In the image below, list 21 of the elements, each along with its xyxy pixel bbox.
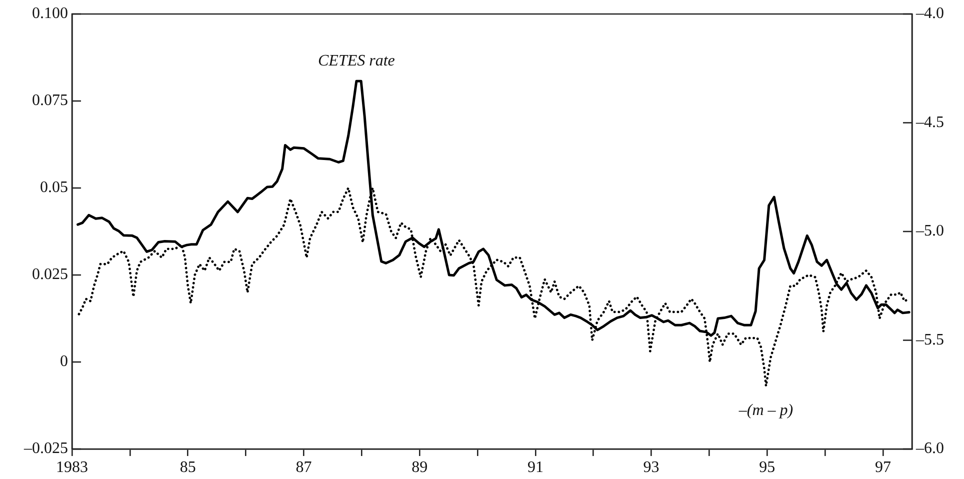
y2-tick-label: –6.0 xyxy=(915,440,944,458)
x-tick-label: 91 xyxy=(527,458,544,476)
y2-tick-label: –4.0 xyxy=(915,5,944,22)
y2-tick-label: –5.0 xyxy=(915,222,944,240)
x-tick-label: 97 xyxy=(875,458,892,476)
x-tick-label: 87 xyxy=(296,458,312,476)
y2-tick-label: –4.5 xyxy=(915,114,944,131)
y-tick-label: 0.05 xyxy=(40,179,68,196)
series-label: CETES rate xyxy=(318,52,395,70)
x-tick-label: 89 xyxy=(412,458,428,476)
x-tick-label: 95 xyxy=(759,458,776,476)
y-tick-label: 0.025 xyxy=(32,266,68,284)
x-tick-label: 93 xyxy=(643,458,660,476)
y-tick-label: 0.100 xyxy=(32,5,68,22)
y-tick-label: –0.025 xyxy=(23,440,68,458)
y-tick-label: 0.075 xyxy=(32,92,68,110)
x-tick-label: 1983 xyxy=(56,458,88,476)
y-tick-label: 0 xyxy=(60,353,68,370)
y2-tick-label: –5.5 xyxy=(915,331,944,348)
series-label: –(m – p) xyxy=(738,402,794,420)
x-tick-label: 85 xyxy=(180,458,196,476)
